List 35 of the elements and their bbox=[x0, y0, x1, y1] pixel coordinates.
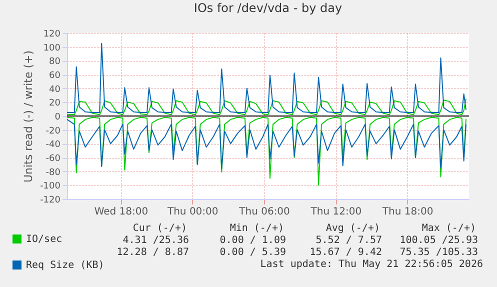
text: Max (-/+) bbox=[422, 223, 476, 234]
x-tick-label: Thu 12:00 bbox=[310, 206, 362, 218]
y-tick-label: 60 bbox=[49, 71, 61, 81]
text: 12.28 / 8.87 bbox=[116, 247, 189, 258]
text: 5.52 / 7.57 bbox=[316, 235, 382, 246]
x-tick-label: Thu 18:00 bbox=[381, 206, 434, 218]
y-tick-label: -60 bbox=[46, 154, 61, 164]
chart-title: IOs for /dev/vda - by day bbox=[194, 1, 342, 15]
y-tick-label: -120 bbox=[40, 196, 61, 206]
y-tick-label: 20 bbox=[49, 98, 61, 109]
y-tick-label: 100 bbox=[43, 43, 61, 54]
text: 75.35 /105.33 bbox=[400, 247, 478, 258]
y-tick-label: 0 bbox=[54, 112, 61, 122]
y-axis-title: Units read (-) / write (+) bbox=[22, 50, 36, 183]
y-tick-label: -100 bbox=[40, 182, 61, 192]
x-tick-label: Thu 06:00 bbox=[238, 206, 290, 218]
y-tick-label: -20 bbox=[46, 126, 61, 136]
text: Avg (-/+) bbox=[326, 223, 380, 234]
legend-label: IO/sec bbox=[26, 234, 62, 245]
y-tick-label: 120 bbox=[43, 30, 61, 40]
text: Cur (-/+) bbox=[132, 223, 187, 234]
text: 0.00 / 1.09 bbox=[220, 235, 286, 246]
text: 0.00 / 5.39 bbox=[220, 247, 286, 258]
x-tick-label: Wed 18:00 bbox=[94, 206, 148, 218]
text: Min (-/+) bbox=[230, 223, 284, 234]
y-tick-label: -40 bbox=[46, 140, 61, 150]
y-tick-label: 80 bbox=[49, 57, 61, 68]
y-tick-label: -80 bbox=[46, 168, 61, 178]
text: 15.67 / 9.42 bbox=[310, 247, 382, 258]
y-tick-label: 40 bbox=[49, 84, 61, 95]
legend-label: Req Size (KB) bbox=[26, 260, 104, 271]
x-tick-label: Thu 00:00 bbox=[166, 206, 218, 218]
text: 4.31 /25.36 bbox=[122, 235, 189, 246]
text: 100.05 /25.93 bbox=[400, 235, 478, 246]
text: Last update: Thu May 21 22:56:05 2026 bbox=[260, 259, 483, 270]
